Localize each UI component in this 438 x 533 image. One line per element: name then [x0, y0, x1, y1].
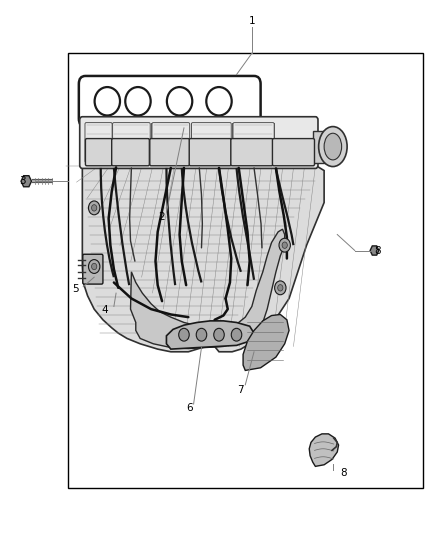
Text: 2: 2 — [159, 213, 166, 222]
FancyBboxPatch shape — [189, 139, 231, 166]
Text: 8: 8 — [374, 246, 381, 255]
Text: 8: 8 — [340, 468, 347, 478]
Ellipse shape — [167, 87, 192, 116]
Polygon shape — [243, 314, 289, 370]
FancyBboxPatch shape — [231, 139, 273, 166]
Circle shape — [179, 328, 189, 341]
Circle shape — [275, 281, 286, 295]
Circle shape — [196, 328, 207, 341]
Text: 6: 6 — [186, 403, 193, 413]
Text: 1: 1 — [248, 17, 255, 26]
FancyBboxPatch shape — [272, 139, 314, 166]
Ellipse shape — [206, 87, 232, 116]
Polygon shape — [131, 229, 285, 349]
Polygon shape — [309, 434, 339, 466]
Circle shape — [92, 263, 97, 270]
FancyBboxPatch shape — [85, 139, 112, 166]
Polygon shape — [21, 176, 32, 187]
FancyBboxPatch shape — [80, 117, 318, 168]
Ellipse shape — [318, 126, 347, 166]
Ellipse shape — [125, 87, 151, 116]
FancyBboxPatch shape — [79, 76, 261, 126]
Text: 5: 5 — [72, 285, 79, 294]
FancyBboxPatch shape — [83, 254, 103, 284]
Polygon shape — [166, 321, 254, 349]
Circle shape — [88, 260, 100, 273]
Bar — [68, 53, 423, 488]
Ellipse shape — [95, 87, 120, 116]
Circle shape — [88, 201, 100, 215]
Circle shape — [92, 205, 97, 211]
Text: 7: 7 — [237, 385, 244, 395]
Circle shape — [214, 328, 224, 341]
Text: 3: 3 — [19, 176, 26, 186]
Circle shape — [282, 242, 287, 248]
FancyBboxPatch shape — [150, 139, 190, 166]
Polygon shape — [82, 165, 324, 352]
Polygon shape — [370, 246, 379, 255]
Text: 4: 4 — [102, 305, 109, 315]
Circle shape — [231, 328, 242, 341]
FancyBboxPatch shape — [112, 139, 149, 166]
Circle shape — [278, 285, 283, 291]
Ellipse shape — [324, 133, 342, 160]
Circle shape — [279, 238, 290, 252]
Bar — [313, 131, 337, 163]
